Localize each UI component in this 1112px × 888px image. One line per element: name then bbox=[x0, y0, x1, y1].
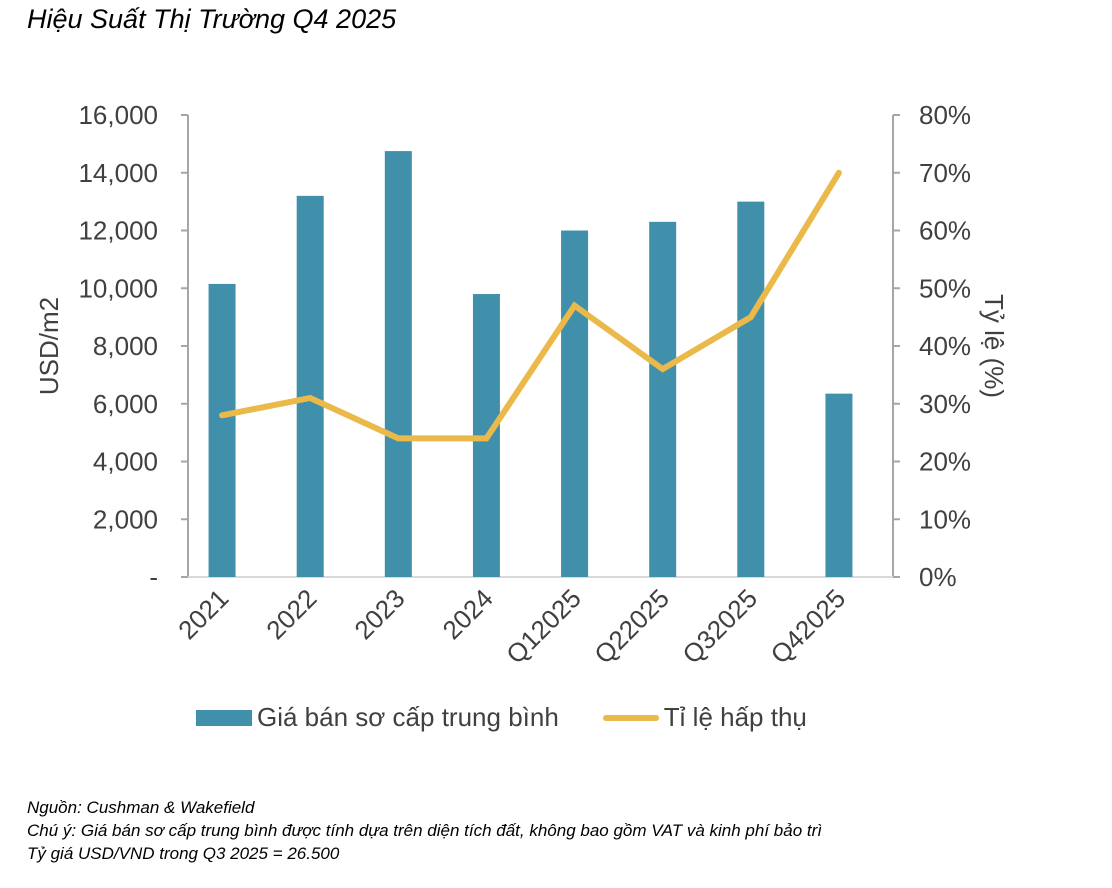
x-tick-label: 2022 bbox=[260, 583, 322, 645]
left-tick-label: 14,000 bbox=[78, 158, 158, 188]
methodology-note: Chú ý: Giá bán sơ cấp trung bình được tí… bbox=[27, 821, 822, 840]
left-axis-title: USD/m2 bbox=[34, 297, 64, 395]
bar bbox=[649, 221, 677, 577]
left-tick-label: - bbox=[149, 562, 158, 592]
left-tick-label: 10,000 bbox=[78, 273, 158, 303]
right-tick-label: 80% bbox=[919, 100, 971, 130]
x-tick-label: Q12025 bbox=[500, 583, 587, 670]
bar bbox=[384, 151, 412, 577]
line-series bbox=[219, 169, 842, 442]
left-tick-label: 6,000 bbox=[93, 389, 158, 419]
legend-line-swatch bbox=[602, 714, 659, 721]
legend: Giá bán sơ cấp trung bình Tỉ lệ hấp thụ bbox=[196, 702, 851, 733]
legend-label-price: Giá bán sơ cấp trung bình bbox=[257, 702, 559, 732]
x-tick-label: Q42025 bbox=[765, 583, 852, 670]
x-tick-label: 2021 bbox=[172, 583, 234, 645]
right-tick-label: 0% bbox=[919, 562, 957, 592]
right-tick-label: 40% bbox=[919, 331, 971, 361]
legend-item-absorption: Tỉ lệ hấp thụ bbox=[602, 702, 807, 733]
footnotes: Nguồn: Cushman & Wakefield Chú ý: Giá bá… bbox=[27, 796, 822, 865]
right-axis-title: Tỷ lệ (%) bbox=[979, 294, 1009, 398]
x-tick-label: Q32025 bbox=[676, 583, 763, 670]
right-tick-label: 50% bbox=[919, 273, 971, 303]
absorption-line bbox=[219, 169, 842, 442]
bar bbox=[561, 230, 589, 577]
axes bbox=[181, 114, 900, 578]
legend-item-price: Giá bán sơ cấp trung bình bbox=[196, 702, 559, 733]
bar bbox=[296, 195, 324, 577]
left-tick-label: 8,000 bbox=[93, 331, 158, 361]
right-tick-label: 60% bbox=[919, 216, 971, 246]
bar bbox=[737, 201, 765, 577]
exchange-rate-note: Tỷ giá USD/VND trong Q3 2025 = 26.500 bbox=[27, 844, 340, 863]
x-tick-label: 2024 bbox=[437, 583, 499, 645]
left-tick-label: 4,000 bbox=[93, 447, 158, 477]
x-tick-label: Q22025 bbox=[588, 583, 675, 670]
left-tick-label: 16,000 bbox=[78, 100, 158, 130]
chart-title: Hiệu Suất Thị Trường Q4 2025 bbox=[27, 4, 397, 34]
bar-series bbox=[208, 151, 853, 577]
legend-label-absorption: Tỉ lệ hấp thụ bbox=[663, 702, 807, 732]
left-tick-label: 12,000 bbox=[78, 216, 158, 246]
right-tick-label: 30% bbox=[919, 389, 971, 419]
right-tick-label: 70% bbox=[919, 158, 971, 188]
bar bbox=[825, 393, 853, 577]
legend-bar-swatch bbox=[196, 709, 252, 726]
right-tick-label: 20% bbox=[919, 447, 971, 477]
right-tick-label: 10% bbox=[919, 504, 971, 534]
left-tick-label: 2,000 bbox=[93, 504, 158, 534]
source-note: Nguồn: Cushman & Wakefield bbox=[27, 798, 255, 817]
x-tick-label: 2023 bbox=[348, 583, 410, 645]
combo-chart: - 2,000 4,000 6,000 8,000 10,000 12,000 14,000 1… bbox=[34, 100, 1009, 670]
bar bbox=[208, 283, 236, 577]
